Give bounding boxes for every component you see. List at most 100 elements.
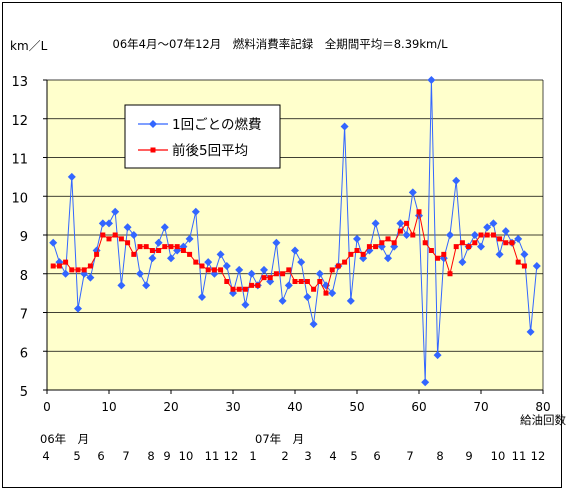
point-moving-average-47	[335, 263, 341, 269]
y-tick-label-0: 5	[20, 385, 28, 400]
point-moving-average-41	[298, 279, 304, 284]
point-moving-average-73	[497, 236, 503, 242]
x-tick-label-2: 20	[163, 400, 178, 414]
point-moving-average-42	[304, 279, 310, 284]
point-moving-average-77	[521, 263, 527, 269]
legend-marker-2	[150, 147, 156, 153]
point-per-refuel-77	[520, 250, 529, 259]
point-per-refuel-20	[167, 254, 175, 263]
point-per-refuel-14	[129, 231, 138, 239]
month-label-19: 11	[512, 449, 527, 463]
point-moving-average-53	[373, 244, 379, 250]
point-moving-average-16	[143, 244, 149, 250]
month-label-13: 5	[350, 449, 357, 463]
point-moving-average-40	[292, 279, 298, 284]
point-per-refuel-1	[49, 238, 58, 247]
series-moving-average	[50, 209, 527, 296]
month-label-20: 12	[531, 449, 546, 463]
point-moving-average-64	[441, 251, 447, 257]
month-label-1: 5	[73, 449, 80, 463]
month-label-11: 3	[304, 449, 311, 463]
y-tick-label-6: 11	[11, 153, 28, 168]
point-per-refuel-63	[433, 351, 442, 360]
month-label-5: 9	[163, 449, 170, 463]
point-moving-average-54	[379, 240, 385, 246]
point-per-refuel-32	[241, 300, 250, 309]
point-moving-average-15	[137, 244, 143, 250]
x-tick-label-4: 40	[287, 400, 302, 414]
point-per-refuel-26	[204, 258, 213, 267]
point-moving-average-27	[211, 267, 217, 273]
month-label-6: 10	[179, 449, 194, 463]
point-moving-average-2	[56, 263, 62, 269]
point-moving-average-1	[50, 263, 56, 269]
point-moving-average-43	[311, 286, 317, 292]
point-moving-average-52	[366, 244, 372, 250]
month-label-16: 8	[436, 449, 443, 463]
point-moving-average-49	[348, 251, 354, 257]
month-label-10: 2	[281, 449, 288, 463]
y-tick-label-5: 10	[11, 191, 28, 206]
point-per-refuel-65	[446, 231, 454, 239]
month-axis-label-2007: 07年 月	[255, 432, 304, 446]
point-moving-average-18	[156, 248, 162, 253]
point-per-refuel-73	[495, 250, 504, 259]
point-per-refuel-53	[371, 219, 380, 228]
point-moving-average-13	[125, 240, 131, 246]
chart-frame	[2, 2, 562, 488]
point-per-refuel-41	[297, 258, 306, 267]
point-per-refuel-33	[247, 269, 256, 278]
point-moving-average-60	[416, 209, 422, 215]
point-moving-average-6	[81, 267, 87, 273]
x-tick-label-1: 10	[101, 400, 116, 414]
point-moving-average-59	[410, 232, 416, 238]
point-per-refuel-4	[67, 172, 76, 181]
point-per-refuel-17	[148, 254, 157, 263]
month-label-17: 9	[465, 449, 472, 463]
point-per-refuel-40	[291, 246, 299, 255]
point-moving-average-33	[249, 282, 255, 288]
point-moving-average-19	[162, 244, 168, 250]
month-label-4: 8	[147, 449, 154, 463]
point-moving-average-56	[391, 240, 397, 246]
point-moving-average-28	[218, 267, 224, 273]
month-axis-label-2006: 06年 月	[40, 432, 89, 446]
point-per-refuel-19	[160, 223, 169, 232]
point-per-refuel-18	[154, 238, 163, 247]
point-moving-average-30	[230, 286, 236, 292]
point-moving-average-24	[193, 259, 199, 265]
point-per-refuel-37	[272, 238, 281, 247]
month-label-8: 12	[224, 449, 239, 463]
x-tick-label-0: 0	[43, 400, 51, 414]
x-tick-label-8: 80	[535, 400, 550, 414]
point-moving-average-26	[205, 267, 211, 273]
point-moving-average-17	[149, 248, 155, 253]
point-per-refuel-15	[136, 269, 144, 278]
month-label-14: 6	[373, 449, 380, 463]
point-per-refuel-79	[532, 262, 541, 270]
series-per-refuel	[49, 76, 541, 387]
point-moving-average-55	[385, 236, 391, 242]
point-moving-average-31	[236, 286, 242, 292]
point-per-refuel-78	[526, 327, 535, 336]
point-moving-average-70	[478, 232, 484, 238]
point-moving-average-37	[273, 271, 279, 277]
month-label-15: 7	[406, 449, 413, 463]
point-moving-average-75	[509, 240, 515, 246]
point-moving-average-32	[242, 286, 248, 292]
point-per-refuel-31	[235, 265, 244, 274]
x-tick-labels: 0 10 20 30 40 50 60 70 80	[43, 390, 551, 414]
point-per-refuel-70	[477, 242, 485, 251]
point-per-refuel-67	[458, 258, 467, 267]
point-moving-average-8	[94, 251, 100, 257]
point-moving-average-69	[472, 240, 478, 246]
point-per-refuel-55	[384, 254, 392, 263]
point-per-refuel-35	[260, 265, 268, 274]
point-per-refuel-5	[74, 304, 82, 313]
point-per-refuel-49	[346, 296, 355, 305]
point-moving-average-67	[459, 240, 465, 246]
y-tick-label-1: 6	[20, 346, 28, 361]
point-per-refuel-28	[216, 250, 225, 259]
legend: 1回ごとの燃費 前後5回平均	[124, 104, 281, 169]
